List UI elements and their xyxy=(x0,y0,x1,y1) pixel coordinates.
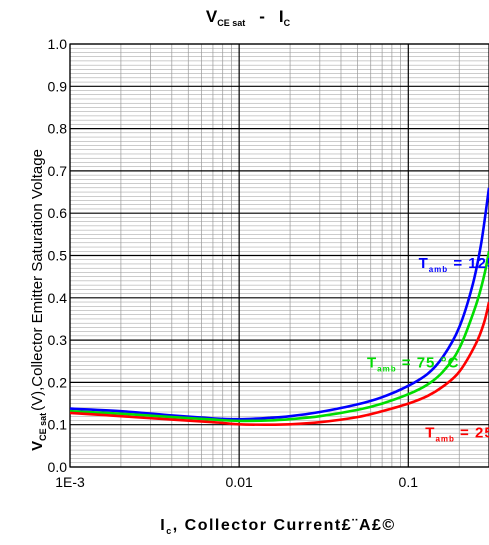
title-v: V xyxy=(206,7,218,26)
y-tick-label: 0.3 xyxy=(48,332,68,348)
series-label-prefix: T xyxy=(419,255,429,272)
xlabel-letter: I xyxy=(160,517,166,534)
x-tick-labels: 1E-3 0.01 0.1 xyxy=(55,474,418,490)
series-label-t25: Tamb = 25 °C xyxy=(425,424,489,443)
plot-frame xyxy=(69,43,489,468)
y-tick-label: 0.8 xyxy=(48,121,68,137)
series-label-sub: amb xyxy=(429,265,448,274)
ylabel-sub: CE sat xyxy=(38,413,48,441)
series-curves xyxy=(69,187,489,426)
y-tick-label: 1.0 xyxy=(48,36,68,52)
y-tick-label: 0.4 xyxy=(48,290,68,306)
x-axis-label: Ic, Collector Current£¨A£© xyxy=(160,517,395,536)
ylabel-rest: (V),Collector Emitter Saturation Voltage xyxy=(29,149,46,411)
series-label-value: = 75 °C xyxy=(397,355,460,372)
x-tick-label: 1E-3 xyxy=(55,474,85,490)
series-line-t25 xyxy=(69,301,489,426)
xlabel-rest: , Collector Current£¨A£© xyxy=(173,517,396,534)
title-dash: - xyxy=(259,7,265,26)
y-tick-label: 0.5 xyxy=(48,248,68,264)
y-tick-label: 0.0 xyxy=(48,459,68,475)
minor-gridlines xyxy=(70,44,489,467)
series-label-t125: Tamb = 125 °C xyxy=(419,255,489,274)
x-tick-label: 0.1 xyxy=(399,474,419,490)
y-tick-label: 0.7 xyxy=(48,163,68,179)
series-label-prefix: T xyxy=(425,424,435,441)
title-i-sub: C xyxy=(284,18,291,28)
series-label-sub: amb xyxy=(435,434,454,443)
title-i: I xyxy=(279,7,284,26)
x-tick-label: 0.01 xyxy=(226,474,253,490)
series-label-sub: amb xyxy=(377,365,396,374)
chart-title: VCE sat - IC xyxy=(206,7,291,28)
title-v-sub: CE sat xyxy=(217,18,245,28)
series-label-value: = 25 °C xyxy=(455,424,489,441)
series-label-value: = 125 °C xyxy=(448,255,489,272)
y-tick-labels: 0.0 0.1 0.2 0.3 0.4 0.5 0.6 0.7 0.8 0.9 1.0 xyxy=(48,36,68,475)
series-line-t75 xyxy=(69,251,489,423)
y-tick-label: 0.6 xyxy=(48,205,68,221)
xlabel-sub: c xyxy=(166,526,173,536)
y-tick-label: 0.2 xyxy=(48,374,68,390)
y-tick-label: 0.1 xyxy=(48,417,68,433)
series-label-prefix: T xyxy=(367,355,377,372)
y-tick-label: 0.9 xyxy=(48,78,68,94)
y-axis-label: VCE sat (V),Collector Emitter Saturation … xyxy=(29,149,48,451)
series-label-t75: Tamb = 75 °C xyxy=(367,355,459,374)
ylabel-letter: V xyxy=(29,441,46,451)
